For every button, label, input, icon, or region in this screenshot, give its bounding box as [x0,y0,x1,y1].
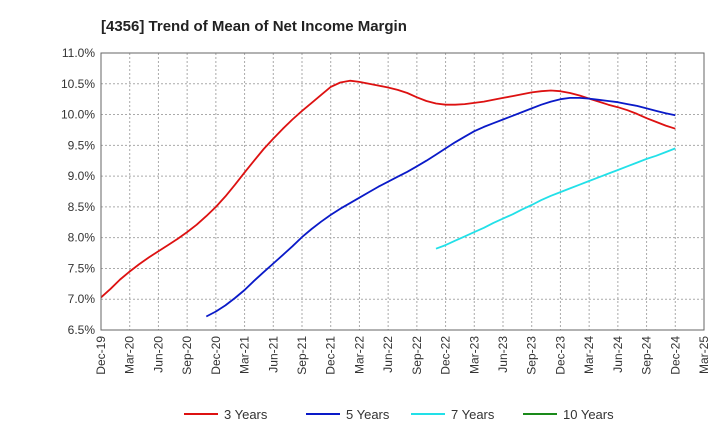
x-tick-label: Jun-22 [381,336,395,373]
y-tick-label: 8.5% [68,200,96,214]
x-tick-label: Dec-20 [209,336,223,375]
x-tick-label: Jun-24 [611,336,625,373]
y-tick-label: 7.0% [68,292,96,306]
x-tick-label: Dec-21 [324,336,338,375]
x-tick-label: Jun-21 [266,336,280,373]
x-tick-label: Sep-21 [295,336,309,375]
plot-area-frame [100,52,705,331]
legend-label: 5 Years [346,407,390,422]
series-line-3-years [100,79,676,299]
legend-label: 7 Years [451,407,495,422]
x-tick-label: Sep-22 [410,336,424,375]
chart-title: [4356] Trend of Mean of Net Income Margi… [101,18,407,35]
x-tick-label: Mar-25 [697,336,711,374]
x-tick-label: Dec-22 [439,336,453,375]
y-tick-label: 7.5% [68,261,96,275]
series-lines [100,79,676,318]
y-tick-label: 10.0% [61,108,95,122]
x-axis: Dec-19 Mar-20 Jun-20 Sep-20 Dec-20 Mar-21 Jun-… [94,336,711,375]
x-tick-label: Mar-21 [238,336,252,374]
y-tick-label: 6.5% [68,323,96,337]
x-tick-label: Dec-23 [553,336,567,375]
x-tick-label: Jun-20 [151,336,165,373]
x-tick-label: Dec-24 [668,336,682,375]
series-line-5-years [205,97,676,318]
y-tick-label: 9.5% [68,138,96,152]
x-tick-label: Mar-23 [467,336,481,374]
y-tick-label: 8.0% [68,231,96,245]
y-tick-label: 11.0% [62,46,95,60]
y-axis: 6.5% 7.0% 7.5% 8.0% 8.5% 9.0% 9.5% 10.0% 10.5% 11… [61,46,95,337]
x-tick-label: Sep-24 [640,336,654,375]
legend-label: 3 Years [224,407,268,422]
x-tick-label: Mar-24 [582,336,596,374]
x-tick-label: Sep-20 [180,336,194,375]
grid-lines [100,52,705,331]
y-tick-label: 10.5% [61,77,95,91]
x-tick-label: Dec-19 [94,336,108,375]
x-tick-label: Mar-20 [123,336,137,374]
series-line-7-years [435,147,676,250]
legend: 3 Years 5 Years 7 Years 10 Years [184,407,614,422]
x-tick-label: Sep-23 [525,336,539,375]
legend-label: 10 Years [563,407,614,422]
y-tick-label: 9.0% [68,169,96,183]
x-tick-label: Jun-23 [496,336,510,373]
x-tick-label: Mar-22 [352,336,366,374]
